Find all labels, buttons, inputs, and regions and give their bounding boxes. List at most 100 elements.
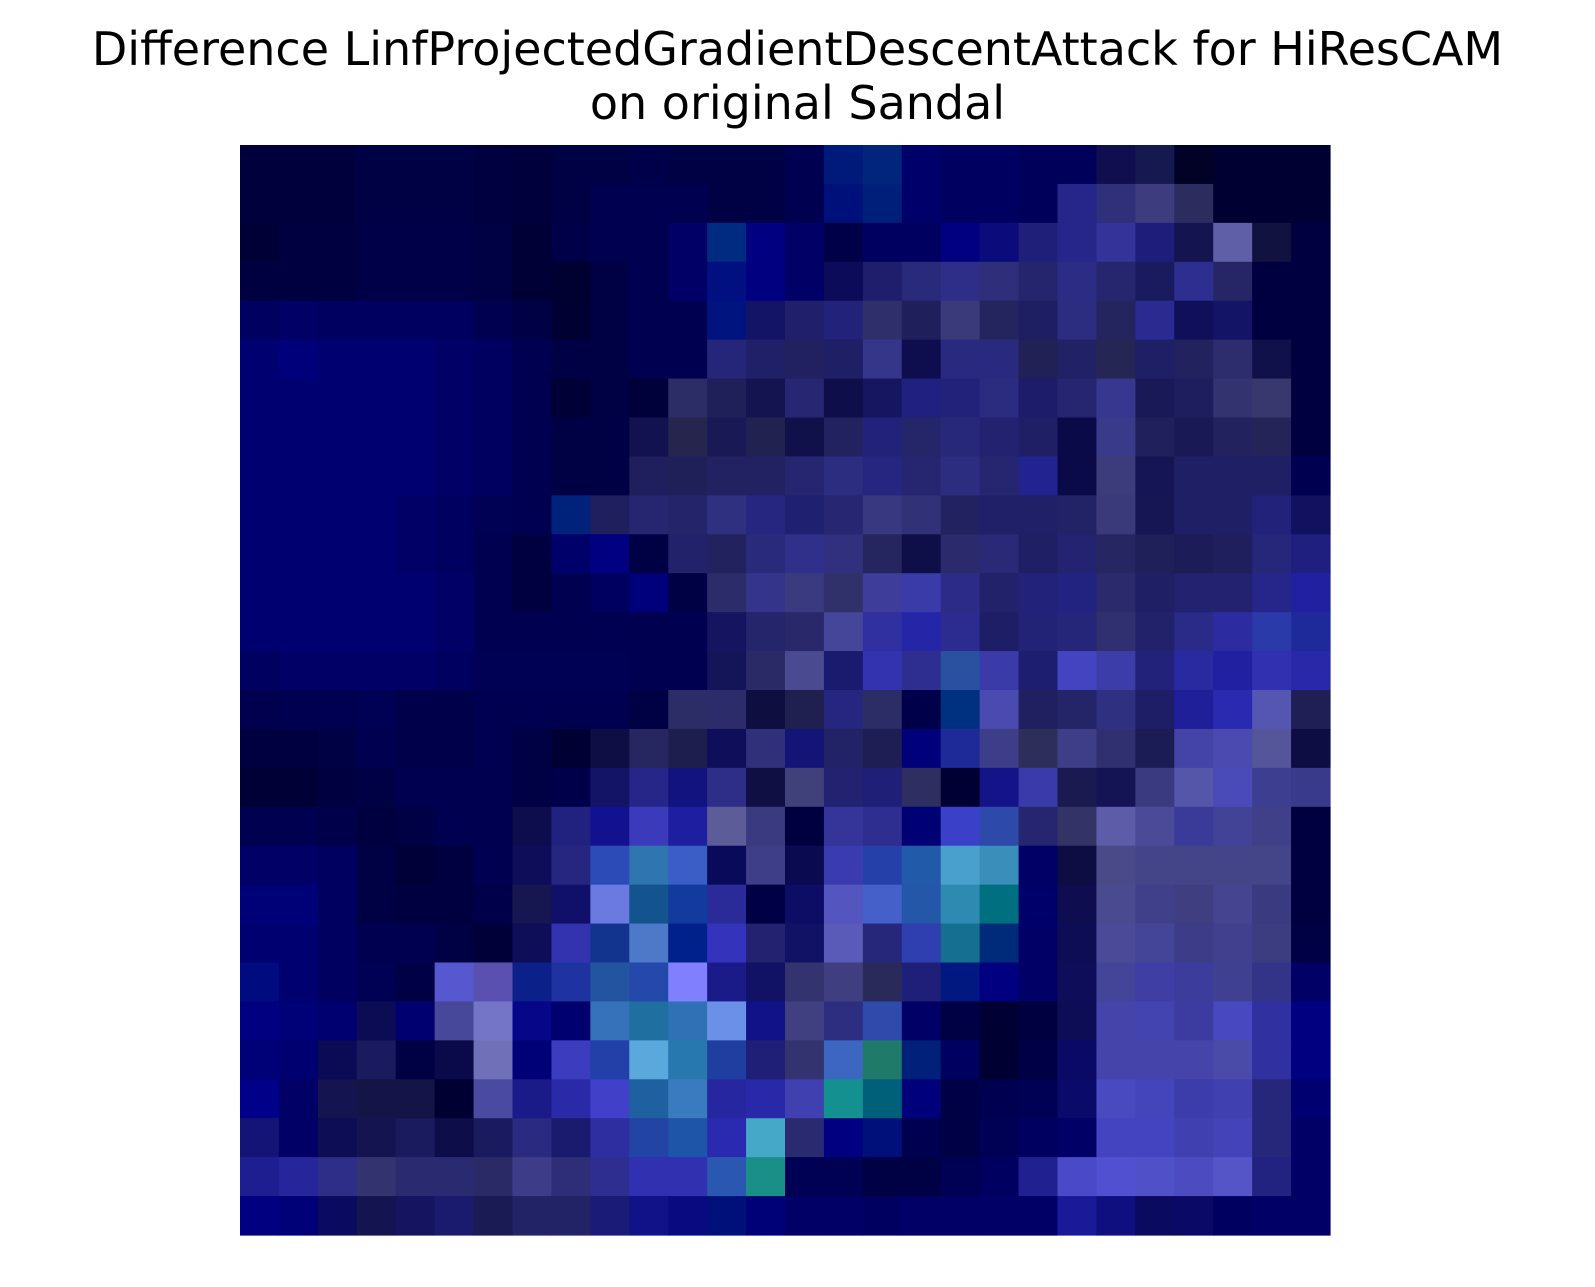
heatmap-cell-r4-c25 bbox=[1213, 300, 1253, 341]
heatmap-cell-r15-c2 bbox=[317, 728, 358, 769]
heatmap-cell-r12-c2 bbox=[317, 612, 358, 652]
heatmap-cell-r27-c11 bbox=[668, 1196, 708, 1236]
heatmap-cell-r26-c6 bbox=[473, 1157, 514, 1197]
heatmap-cell-r0-c11 bbox=[668, 145, 708, 185]
heatmap-cell-r7-c19 bbox=[979, 417, 1020, 458]
heatmap-cell-r1-c19 bbox=[979, 183, 1020, 224]
heatmap-cell-r26-c21 bbox=[1057, 1157, 1098, 1197]
heatmap-cell-r23-c15 bbox=[823, 1040, 864, 1080]
heatmap-cell-r0-c3 bbox=[356, 145, 397, 185]
heatmap-cell-r3-c18 bbox=[940, 261, 981, 302]
heatmap-cell-r21-c13 bbox=[746, 962, 786, 1003]
heatmap-cell-r12-c27 bbox=[1291, 612, 1331, 652]
heatmap-cell-r3-c22 bbox=[1096, 261, 1136, 302]
heatmap-cell-r9-c18 bbox=[940, 495, 981, 535]
heatmap-cell-r1-c21 bbox=[1057, 183, 1098, 224]
heatmap-cell-r4-c21 bbox=[1057, 300, 1098, 341]
heatmap-cell-r2-c17 bbox=[901, 222, 942, 263]
heatmap-cell-r5-c19 bbox=[979, 339, 1020, 380]
heatmap-cell-r4-c27 bbox=[1291, 300, 1331, 341]
heatmap-cell-r11-c20 bbox=[1018, 573, 1059, 613]
heatmap-cell-r22-c9 bbox=[590, 1001, 630, 1041]
heatmap-cell-r12-c21 bbox=[1057, 612, 1098, 652]
heatmap-cell-r9-c7 bbox=[512, 495, 553, 535]
heatmap-cell-r7-c4 bbox=[395, 417, 436, 458]
heatmap-cell-r17-c23 bbox=[1135, 806, 1175, 847]
heatmap-cell-r0-c21 bbox=[1057, 145, 1098, 185]
heatmap-cell-r13-c12 bbox=[707, 651, 747, 691]
heatmap-cell-r18-c15 bbox=[823, 845, 864, 886]
heatmap-cell-r1-c14 bbox=[785, 183, 825, 224]
heatmap-cell-r19-c18 bbox=[940, 884, 981, 925]
heatmap-cell-r3-c23 bbox=[1135, 261, 1175, 302]
heatmap-cell-r2-c9 bbox=[590, 222, 630, 263]
heatmap-cell-r17-c11 bbox=[668, 806, 708, 847]
heatmap-cell-r10-c12 bbox=[707, 534, 747, 574]
heatmap-cells bbox=[240, 145, 1331, 1236]
heatmap-cell-r19-c3 bbox=[356, 884, 397, 925]
heatmap-cell-r10-c0 bbox=[240, 534, 280, 574]
heatmap-cell-r9-c8 bbox=[551, 495, 591, 535]
heatmap-cell-r24-c13 bbox=[746, 1079, 786, 1119]
heatmap-cell-r25-c16 bbox=[862, 1118, 903, 1158]
heatmap-cell-r25-c21 bbox=[1057, 1118, 1098, 1158]
heatmap-cell-r0-c9 bbox=[590, 145, 630, 185]
heatmap-cell-r8-c10 bbox=[629, 456, 669, 496]
heatmap-cell-r5-c0 bbox=[240, 339, 280, 380]
heatmap-cell-r18-c22 bbox=[1096, 845, 1136, 886]
heatmap-cell-r22-c26 bbox=[1252, 1001, 1292, 1041]
heatmap-cell-r16-c25 bbox=[1213, 767, 1253, 808]
heatmap-cell-r25-c4 bbox=[395, 1118, 436, 1158]
heatmap-cell-r5-c8 bbox=[551, 339, 591, 380]
heatmap-cell-r25-c19 bbox=[979, 1118, 1020, 1158]
heatmap-cell-r3-c4 bbox=[395, 261, 436, 302]
heatmap-cell-r25-c15 bbox=[823, 1118, 864, 1158]
heatmap-cell-r5-c10 bbox=[629, 339, 669, 380]
heatmap-cell-r5-c13 bbox=[746, 339, 786, 380]
heatmap-cell-r24-c3 bbox=[356, 1079, 397, 1119]
heatmap-cell-r20-c6 bbox=[473, 923, 514, 964]
heatmap-cell-r14-c17 bbox=[901, 690, 942, 730]
heatmap-cell-r8-c12 bbox=[707, 456, 747, 496]
heatmap-cell-r21-c8 bbox=[551, 962, 591, 1003]
heatmap-cell-r18-c4 bbox=[395, 845, 436, 886]
heatmap-cell-r7-c17 bbox=[901, 417, 942, 458]
heatmap-cell-r11-c9 bbox=[590, 573, 630, 613]
heatmap-cell-r15-c23 bbox=[1135, 728, 1175, 769]
heatmap-cell-r21-c6 bbox=[473, 962, 514, 1003]
heatmap-cell-r17-c26 bbox=[1252, 806, 1292, 847]
heatmap-cell-r15-c24 bbox=[1174, 728, 1214, 769]
heatmap-cell-r11-c24 bbox=[1174, 573, 1214, 613]
heatmap-cell-r0-c27 bbox=[1291, 145, 1331, 185]
heatmap-cell-r15-c3 bbox=[356, 728, 397, 769]
heatmap-cell-r13-c4 bbox=[395, 651, 436, 691]
heatmap-cell-r5-c25 bbox=[1213, 339, 1253, 380]
heatmap-cell-r4-c9 bbox=[590, 300, 630, 341]
heatmap-cell-r25-c14 bbox=[785, 1118, 825, 1158]
heatmap-cell-r26-c0 bbox=[240, 1157, 280, 1197]
heatmap-cell-r6-c15 bbox=[823, 378, 864, 419]
heatmap-cell-r15-c12 bbox=[707, 728, 747, 769]
heatmap-cell-r5-c4 bbox=[395, 339, 436, 380]
heatmap-cell-r14-c9 bbox=[590, 690, 630, 730]
heatmap-cell-r6-c16 bbox=[862, 378, 903, 419]
heatmap-cell-r19-c15 bbox=[823, 884, 864, 925]
heatmap-cell-r24-c26 bbox=[1252, 1079, 1292, 1119]
heatmap-cell-r22-c27 bbox=[1291, 1001, 1331, 1041]
heatmap-cell-r7-c6 bbox=[473, 417, 514, 458]
heatmap-cell-r19-c16 bbox=[862, 884, 903, 925]
heatmap-cell-r25-c8 bbox=[551, 1118, 591, 1158]
heatmap-cell-r5-c11 bbox=[668, 339, 708, 380]
heatmap-cell-r23-c25 bbox=[1213, 1040, 1253, 1080]
heatmap-cell-r6-c1 bbox=[278, 378, 319, 419]
heatmap-cell-r4-c24 bbox=[1174, 300, 1214, 341]
heatmap-cell-r19-c8 bbox=[551, 884, 591, 925]
heatmap-cell-r12-c12 bbox=[707, 612, 747, 652]
heatmap-cell-r10-c21 bbox=[1057, 534, 1098, 574]
heatmap-cell-r7-c13 bbox=[746, 417, 786, 458]
heatmap-cell-r16-c1 bbox=[278, 767, 319, 808]
heatmap-cell-r1-c22 bbox=[1096, 183, 1136, 224]
heatmap-cell-r17-c4 bbox=[395, 806, 436, 847]
heatmap-cell-r19-c26 bbox=[1252, 884, 1292, 925]
heatmap-cell-r8-c9 bbox=[590, 456, 630, 496]
